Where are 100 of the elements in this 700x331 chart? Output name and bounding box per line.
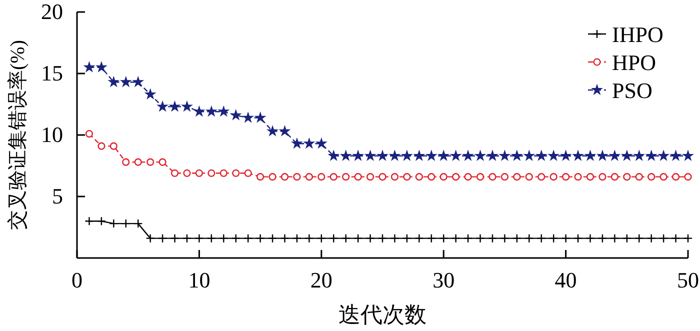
point bbox=[280, 126, 290, 136]
point bbox=[524, 234, 534, 243]
point bbox=[390, 234, 400, 243]
point bbox=[220, 169, 228, 177]
point bbox=[328, 150, 339, 160]
point bbox=[194, 234, 204, 243]
point bbox=[353, 234, 363, 243]
point bbox=[231, 234, 240, 243]
point bbox=[414, 234, 424, 243]
point bbox=[488, 234, 498, 243]
x-tick-label: 40 bbox=[554, 268, 577, 293]
legend-label: IHPO bbox=[612, 22, 664, 47]
point bbox=[170, 169, 179, 177]
point bbox=[610, 173, 618, 181]
point bbox=[342, 173, 350, 181]
point bbox=[170, 101, 180, 112]
point bbox=[597, 150, 608, 160]
point bbox=[110, 142, 118, 150]
point bbox=[403, 173, 411, 181]
point bbox=[292, 234, 302, 243]
point bbox=[634, 234, 644, 243]
y-tick-label: 15 bbox=[41, 60, 63, 86]
point bbox=[182, 101, 192, 112]
point bbox=[230, 110, 242, 120]
point bbox=[500, 150, 510, 160]
point bbox=[450, 150, 461, 160]
point bbox=[561, 234, 570, 243]
point bbox=[366, 173, 374, 181]
point bbox=[109, 218, 118, 228]
point bbox=[476, 173, 484, 181]
point bbox=[170, 234, 180, 243]
point bbox=[96, 62, 107, 72]
point bbox=[426, 234, 436, 243]
x-tick-label: 20 bbox=[310, 268, 332, 293]
legend-label: HPO bbox=[612, 50, 656, 75]
point bbox=[475, 150, 486, 160]
point bbox=[402, 150, 412, 160]
point bbox=[84, 216, 94, 226]
point bbox=[538, 173, 546, 181]
point bbox=[476, 234, 485, 243]
legend-label: PSO bbox=[612, 78, 652, 103]
point bbox=[426, 150, 437, 160]
y-tick-label: 10 bbox=[41, 122, 63, 148]
point bbox=[121, 218, 130, 228]
point bbox=[513, 173, 521, 181]
point bbox=[84, 62, 94, 72]
point bbox=[536, 150, 547, 160]
point bbox=[120, 76, 132, 87]
point bbox=[585, 150, 596, 160]
point bbox=[610, 150, 620, 160]
point bbox=[648, 173, 656, 181]
point bbox=[682, 150, 694, 160]
y-tick-label: 20 bbox=[41, 0, 63, 24]
point bbox=[548, 234, 558, 243]
point bbox=[658, 150, 669, 160]
point bbox=[366, 234, 375, 243]
point bbox=[586, 234, 595, 243]
point bbox=[462, 150, 474, 160]
x-tick-label: 0 bbox=[72, 268, 82, 293]
point bbox=[512, 234, 522, 243]
point bbox=[660, 173, 668, 181]
point bbox=[671, 234, 680, 243]
point bbox=[206, 234, 216, 243]
point bbox=[452, 173, 460, 181]
y-axis-title: 交叉验证集错误率(%) bbox=[7, 40, 29, 230]
point bbox=[414, 150, 424, 160]
point bbox=[145, 89, 156, 99]
point bbox=[463, 234, 473, 243]
point bbox=[146, 234, 155, 243]
point bbox=[268, 173, 276, 181]
point bbox=[500, 234, 510, 243]
point bbox=[108, 76, 119, 87]
point bbox=[242, 112, 254, 122]
point bbox=[439, 234, 448, 243]
point bbox=[365, 150, 376, 160]
point bbox=[378, 173, 386, 181]
point bbox=[440, 173, 448, 181]
point bbox=[512, 150, 522, 160]
point bbox=[329, 234, 338, 243]
point bbox=[635, 173, 643, 181]
point bbox=[525, 173, 533, 181]
point bbox=[195, 169, 203, 177]
point bbox=[610, 234, 620, 243]
point bbox=[572, 150, 584, 160]
point bbox=[255, 112, 266, 122]
point bbox=[219, 234, 228, 243]
point bbox=[316, 234, 326, 243]
point bbox=[268, 234, 278, 243]
point bbox=[208, 169, 216, 177]
point bbox=[183, 169, 191, 177]
point bbox=[377, 150, 388, 160]
point bbox=[548, 150, 559, 160]
point bbox=[98, 142, 106, 150]
point bbox=[586, 173, 594, 181]
point bbox=[354, 173, 362, 181]
point bbox=[536, 234, 546, 243]
point bbox=[622, 234, 632, 243]
point bbox=[244, 169, 252, 177]
point bbox=[292, 138, 302, 148]
point bbox=[280, 173, 289, 181]
